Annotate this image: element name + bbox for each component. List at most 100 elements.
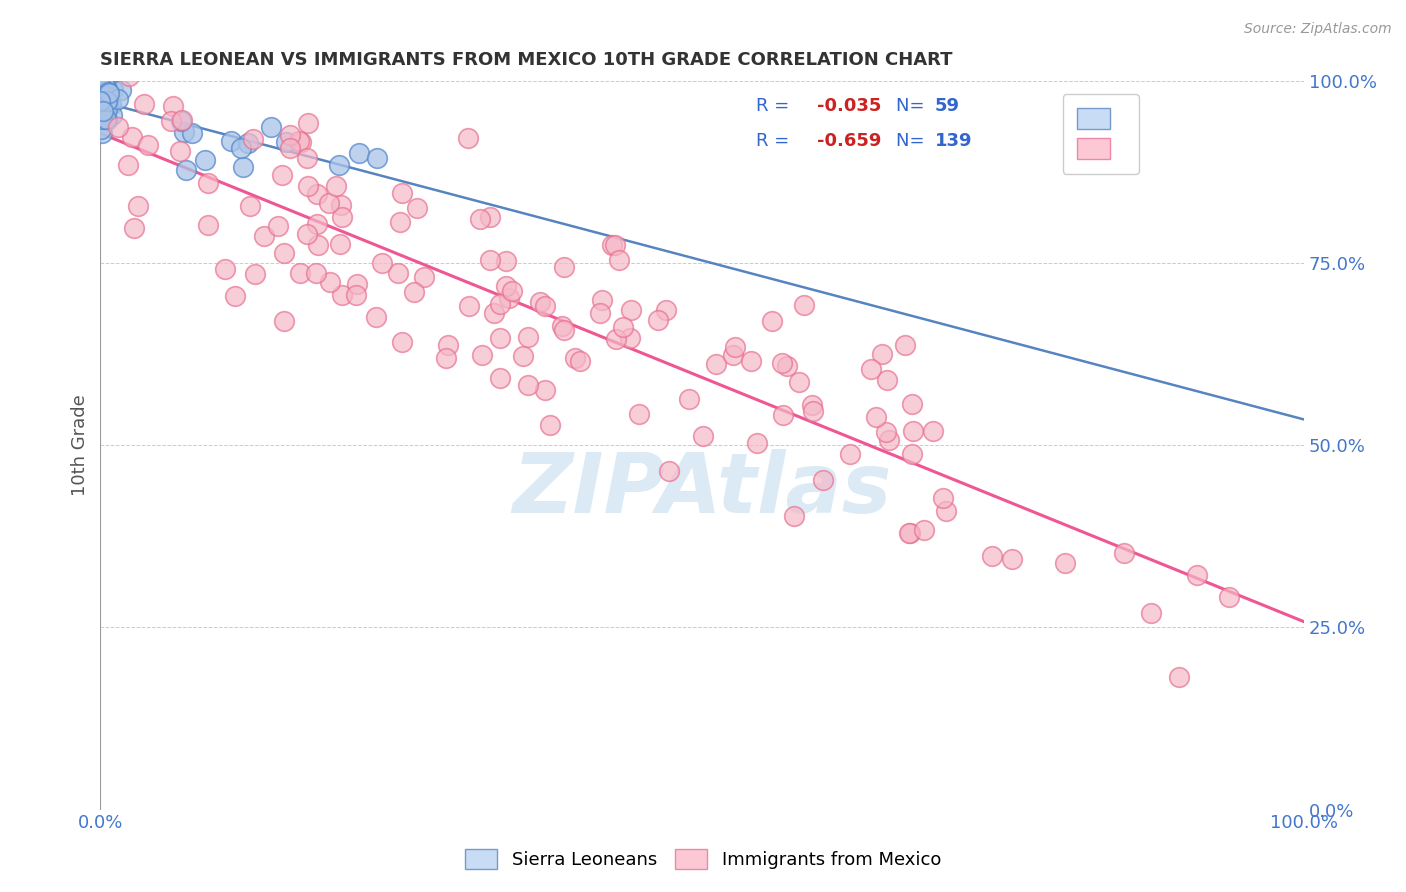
Point xyxy=(588,306,610,320)
Legend: , : , xyxy=(1063,94,1139,174)
Point xyxy=(346,277,368,291)
Point xyxy=(658,464,681,478)
Point xyxy=(288,266,311,280)
Text: ZIPAtlas: ZIPAtlas xyxy=(513,449,891,530)
Point xyxy=(389,215,412,229)
Point xyxy=(97,98,120,112)
Point xyxy=(470,212,492,227)
Point xyxy=(551,318,574,333)
Point xyxy=(516,330,538,344)
Point xyxy=(197,219,219,233)
Text: Source: ZipAtlas.com: Source: ZipAtlas.com xyxy=(1244,22,1392,37)
Point xyxy=(94,88,117,103)
Point xyxy=(900,396,922,410)
Point xyxy=(517,378,540,392)
Point xyxy=(297,151,319,165)
Point xyxy=(564,351,586,365)
Point xyxy=(174,163,197,178)
Point xyxy=(103,83,125,97)
Point xyxy=(935,504,957,518)
Point xyxy=(117,158,139,172)
Point xyxy=(391,335,413,350)
Point xyxy=(436,338,458,352)
Point xyxy=(93,81,115,95)
Point xyxy=(270,168,292,182)
Point xyxy=(253,229,276,244)
Legend: Sierra Leoneans, Immigrants from Mexico: Sierra Leoneans, Immigrants from Mexico xyxy=(456,839,950,879)
Point xyxy=(90,109,112,123)
Point xyxy=(194,153,217,167)
Point xyxy=(479,211,502,225)
Point xyxy=(724,340,747,354)
Point xyxy=(770,356,793,370)
Point xyxy=(90,87,112,102)
Point xyxy=(678,392,700,407)
Point xyxy=(498,291,520,305)
Point xyxy=(328,158,350,172)
Point xyxy=(90,99,112,113)
Point xyxy=(121,130,143,145)
Point xyxy=(330,288,353,302)
Point xyxy=(297,116,319,130)
Point xyxy=(457,131,479,145)
Point xyxy=(94,86,117,100)
Point xyxy=(214,262,236,277)
Point xyxy=(553,323,575,337)
Point xyxy=(274,135,297,149)
Point xyxy=(387,266,409,280)
Point xyxy=(1187,568,1209,582)
Point xyxy=(787,375,810,389)
Point xyxy=(647,313,669,327)
Point xyxy=(458,299,481,313)
Point xyxy=(242,132,264,146)
Point xyxy=(173,125,195,139)
Point xyxy=(273,314,295,328)
Point xyxy=(136,138,159,153)
Point xyxy=(879,434,901,448)
Point xyxy=(197,177,219,191)
Point xyxy=(94,89,117,103)
Point xyxy=(489,331,512,345)
Point xyxy=(160,113,183,128)
Point xyxy=(93,83,115,97)
Point xyxy=(91,108,114,122)
Point xyxy=(901,447,924,461)
Point xyxy=(93,78,115,93)
Point xyxy=(1001,552,1024,566)
Point xyxy=(90,112,112,127)
Point xyxy=(801,398,824,412)
Point xyxy=(600,237,623,252)
Point xyxy=(100,97,122,112)
Point xyxy=(90,78,112,93)
Point xyxy=(876,373,898,387)
Point xyxy=(97,97,120,112)
Point xyxy=(219,135,242,149)
Point xyxy=(489,297,512,311)
Point xyxy=(96,85,118,99)
Point xyxy=(91,95,114,110)
Point xyxy=(489,371,512,385)
Point xyxy=(747,436,769,450)
Text: R =: R = xyxy=(756,132,796,151)
Point xyxy=(94,112,117,127)
Point xyxy=(127,198,149,212)
Point xyxy=(273,246,295,260)
Point xyxy=(893,338,915,352)
Point xyxy=(94,78,117,93)
Point xyxy=(124,220,146,235)
Point xyxy=(245,267,267,281)
Point xyxy=(865,410,887,425)
Point xyxy=(307,217,329,231)
Point xyxy=(325,178,347,193)
Point xyxy=(132,97,155,112)
Point xyxy=(501,285,523,299)
Point xyxy=(366,310,388,324)
Point xyxy=(619,330,641,344)
Point xyxy=(839,447,862,461)
Point xyxy=(278,141,301,155)
Point xyxy=(1140,606,1163,620)
Point xyxy=(91,104,114,119)
Point xyxy=(775,359,797,373)
Point xyxy=(591,293,613,307)
Point xyxy=(110,83,132,97)
